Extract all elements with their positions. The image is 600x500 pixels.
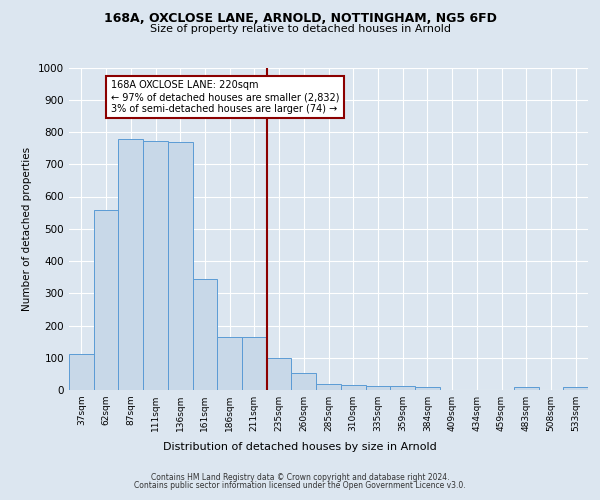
Bar xyxy=(143,140,168,390)
Bar xyxy=(168,142,193,390)
Text: Contains HM Land Registry data © Crown copyright and database right 2024.: Contains HM Land Registry data © Crown c… xyxy=(151,472,449,482)
Bar xyxy=(267,358,292,390)
Bar xyxy=(193,280,217,390)
Bar xyxy=(217,337,242,390)
Bar xyxy=(94,210,118,390)
Text: Contains public sector information licensed under the Open Government Licence v3: Contains public sector information licen… xyxy=(134,481,466,490)
Bar xyxy=(415,388,440,390)
Bar xyxy=(118,139,143,390)
Bar xyxy=(514,387,539,390)
Text: Size of property relative to detached houses in Arnold: Size of property relative to detached ho… xyxy=(149,24,451,34)
Bar xyxy=(563,387,588,390)
Bar xyxy=(242,337,267,390)
Text: Distribution of detached houses by size in Arnold: Distribution of detached houses by size … xyxy=(163,442,437,452)
Y-axis label: Number of detached properties: Number of detached properties xyxy=(22,146,32,311)
Bar xyxy=(69,354,94,390)
Bar xyxy=(341,385,365,390)
Bar xyxy=(292,373,316,390)
Bar xyxy=(390,386,415,390)
Bar xyxy=(316,384,341,390)
Text: 168A, OXCLOSE LANE, ARNOLD, NOTTINGHAM, NG5 6FD: 168A, OXCLOSE LANE, ARNOLD, NOTTINGHAM, … xyxy=(104,12,496,26)
Text: 168A OXCLOSE LANE: 220sqm
← 97% of detached houses are smaller (2,832)
3% of sem: 168A OXCLOSE LANE: 220sqm ← 97% of detac… xyxy=(111,80,340,114)
Bar xyxy=(365,386,390,390)
